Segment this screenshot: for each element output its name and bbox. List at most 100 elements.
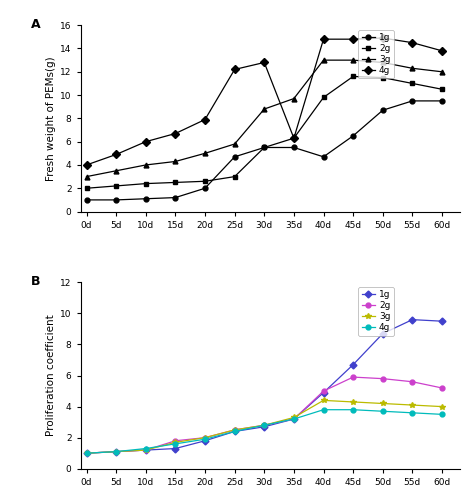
- 2g: [113, 183, 119, 189]
- 4g: [143, 446, 148, 452]
- Line: 1g: 1g: [84, 98, 445, 202]
- Y-axis label: Proliferation coefficient: Proliferation coefficient: [46, 314, 56, 436]
- 2g: [350, 374, 356, 380]
- 1g: [350, 133, 356, 139]
- 4g: [173, 131, 178, 137]
- 1g: [291, 416, 297, 422]
- 3g: [143, 162, 148, 168]
- 1g: [173, 446, 178, 452]
- 1g: [83, 450, 89, 456]
- 4g: [380, 408, 385, 414]
- 2g: [83, 185, 89, 192]
- 1g: [320, 390, 326, 396]
- 1g: [380, 107, 385, 113]
- 2g: [143, 180, 148, 186]
- 4g: [380, 35, 385, 41]
- 4g: [320, 36, 326, 42]
- 3g: [232, 141, 237, 147]
- 1g: [291, 145, 297, 151]
- 4g: [232, 67, 237, 73]
- Y-axis label: Fresh weight of PEMs(g): Fresh weight of PEMs(g): [46, 56, 56, 181]
- 2g: [113, 449, 119, 455]
- 2g: [232, 173, 237, 179]
- 1g: [113, 197, 119, 203]
- 1g: [202, 438, 208, 444]
- 1g: [320, 154, 326, 160]
- 2g: [439, 86, 445, 92]
- 2g: [291, 135, 297, 141]
- Line: 3g: 3g: [84, 398, 445, 456]
- 2g: [262, 145, 267, 151]
- 4g: [232, 428, 237, 434]
- 3g: [173, 439, 178, 446]
- 4g: [143, 139, 148, 145]
- 4g: [173, 441, 178, 447]
- 2g: [320, 94, 326, 100]
- 3g: [350, 57, 356, 63]
- 2g: [232, 427, 237, 433]
- 1g: [439, 98, 445, 104]
- Legend: 1g, 2g, 3g, 4g: 1g, 2g, 3g, 4g: [358, 30, 394, 78]
- 4g: [202, 436, 208, 442]
- 2g: [262, 422, 267, 428]
- Line: 2g: 2g: [84, 374, 445, 456]
- 3g: [232, 427, 237, 433]
- Line: 1g: 1g: [84, 317, 445, 456]
- 3g: [262, 422, 267, 428]
- 4g: [350, 36, 356, 42]
- 1g: [262, 424, 267, 430]
- 1g: [439, 318, 445, 324]
- 1g: [410, 98, 415, 104]
- 1g: [410, 317, 415, 323]
- 4g: [83, 450, 89, 456]
- 4g: [410, 40, 415, 46]
- 2g: [410, 81, 415, 87]
- 3g: [320, 397, 326, 403]
- Legend: 1g, 2g, 3g, 4g: 1g, 2g, 3g, 4g: [358, 287, 394, 336]
- 1g: [113, 449, 119, 455]
- 4g: [202, 116, 208, 122]
- 3g: [143, 447, 148, 453]
- Line: 4g: 4g: [84, 407, 445, 456]
- 1g: [380, 331, 385, 337]
- 1g: [350, 362, 356, 368]
- 3g: [173, 158, 178, 164]
- Text: B: B: [31, 275, 41, 288]
- Line: 3g: 3g: [84, 58, 445, 179]
- Text: A: A: [31, 18, 41, 31]
- 2g: [380, 75, 385, 81]
- 3g: [113, 168, 119, 174]
- 2g: [202, 434, 208, 440]
- 4g: [410, 410, 415, 416]
- 1g: [262, 145, 267, 151]
- 1g: [202, 185, 208, 192]
- 2g: [83, 450, 89, 456]
- 1g: [232, 428, 237, 434]
- 4g: [113, 449, 119, 455]
- 2g: [350, 74, 356, 80]
- 2g: [439, 385, 445, 391]
- 4g: [291, 416, 297, 422]
- 3g: [410, 66, 415, 72]
- 3g: [262, 106, 267, 112]
- 1g: [143, 447, 148, 453]
- 3g: [291, 96, 297, 102]
- 2g: [173, 438, 178, 444]
- 2g: [173, 179, 178, 185]
- 3g: [439, 404, 445, 410]
- 3g: [350, 399, 356, 405]
- Line: 4g: 4g: [84, 35, 445, 168]
- 4g: [83, 162, 89, 168]
- 2g: [320, 388, 326, 394]
- 3g: [83, 450, 89, 456]
- 1g: [173, 195, 178, 201]
- 2g: [143, 447, 148, 453]
- 4g: [113, 152, 119, 158]
- 3g: [380, 59, 385, 66]
- 4g: [262, 422, 267, 428]
- 3g: [439, 69, 445, 75]
- 1g: [232, 154, 237, 160]
- 3g: [380, 401, 385, 407]
- Line: 2g: 2g: [84, 74, 445, 191]
- 3g: [202, 150, 208, 156]
